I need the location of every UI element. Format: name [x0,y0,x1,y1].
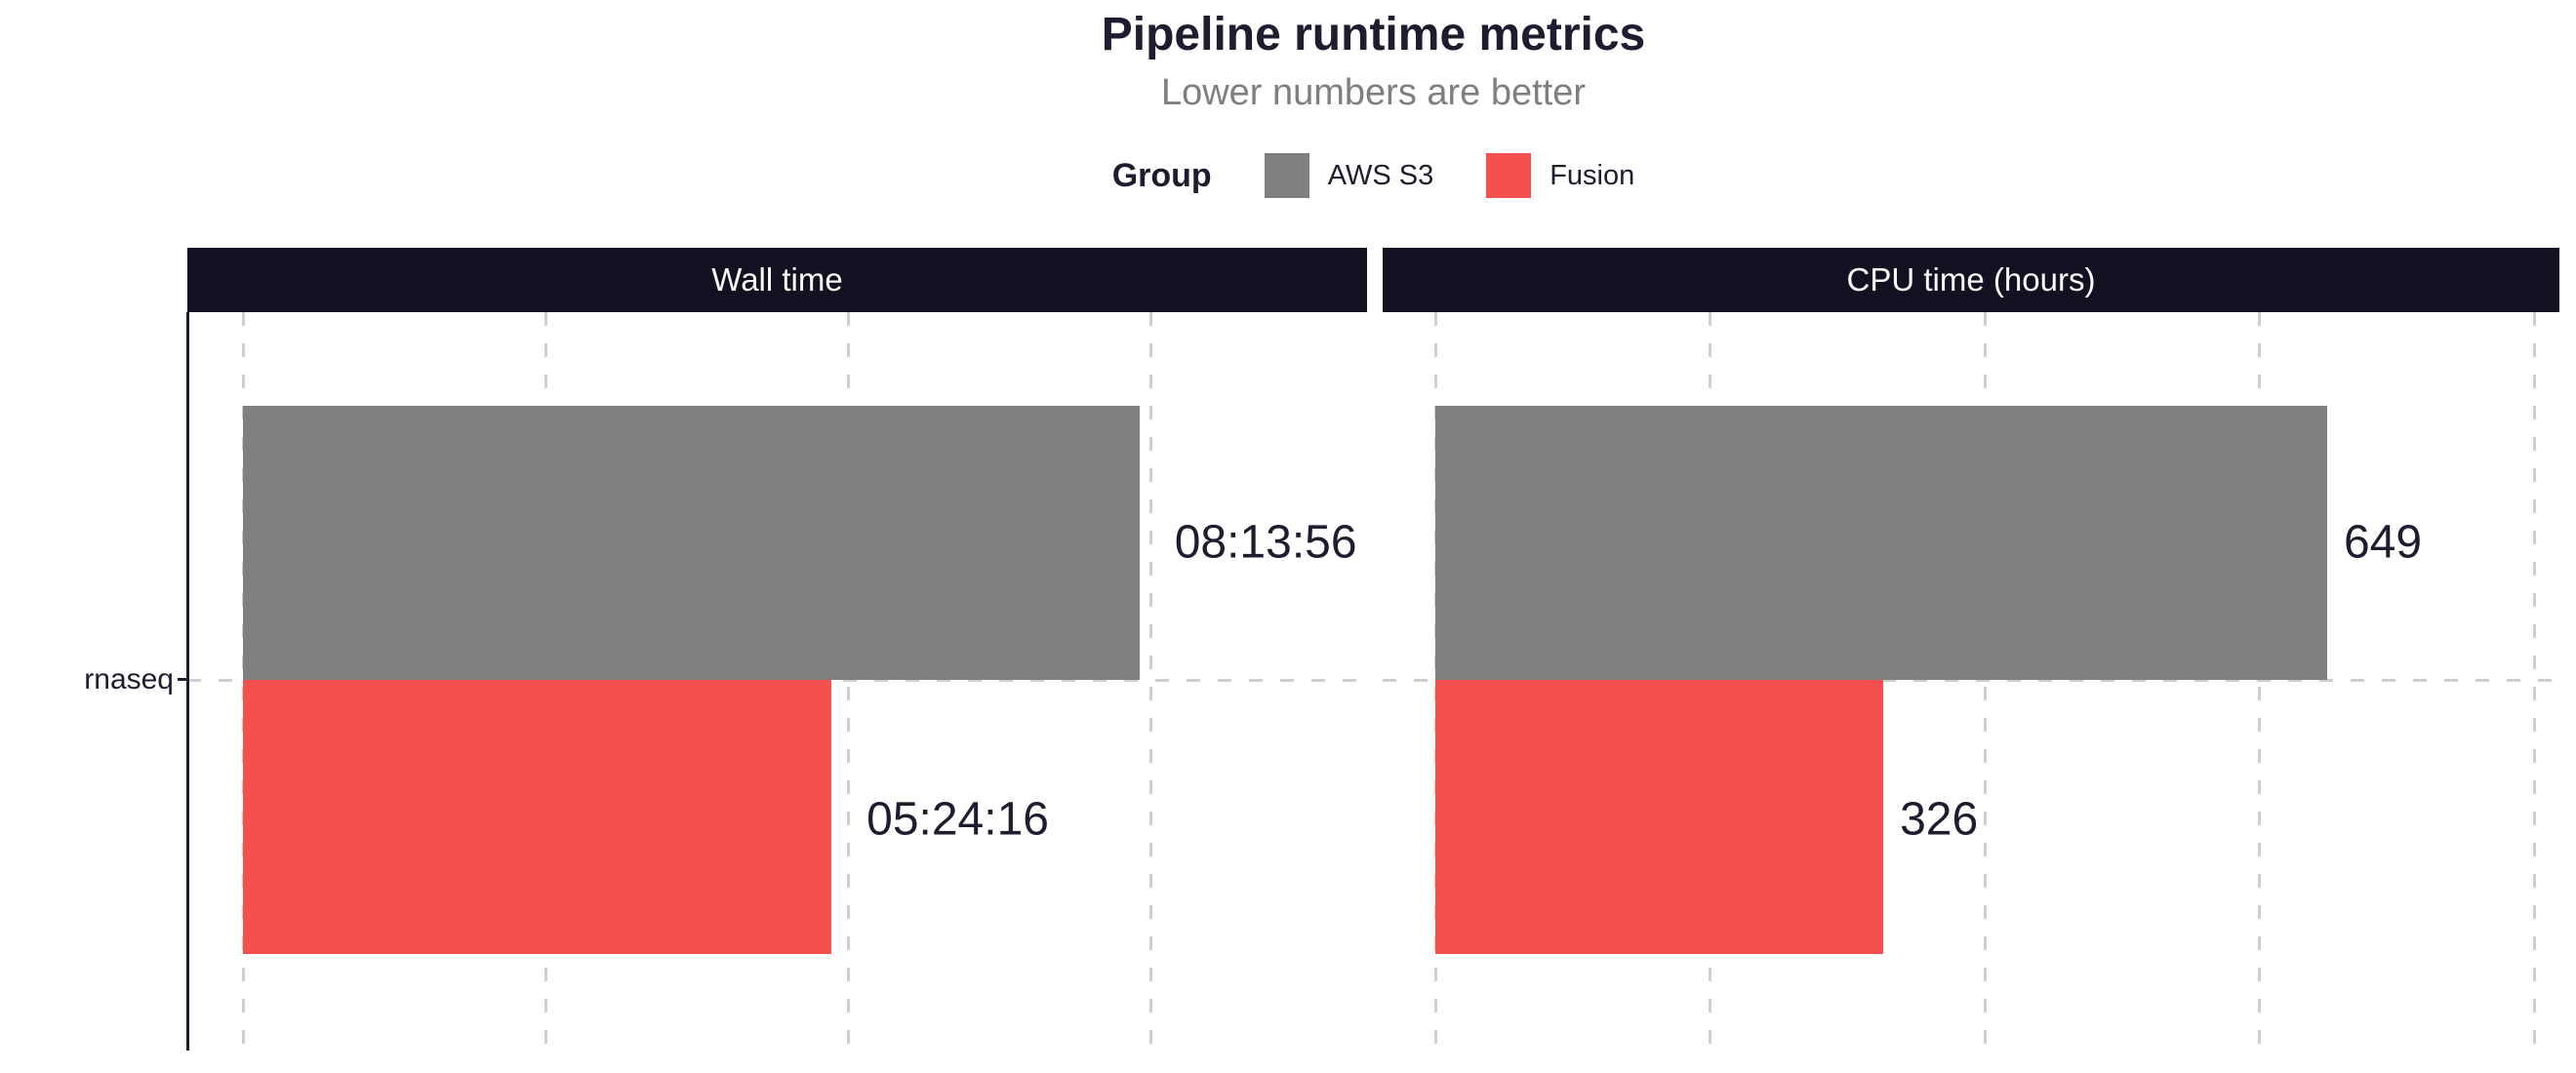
y-axis-tick [178,678,186,681]
chart-subtitle: Lower numbers are better [1160,72,1587,113]
legend-item-fusion: Fusion [1486,153,1634,198]
bar-wall-time-fusion [243,680,832,954]
bar-cpu-time-aws-s3 [1435,406,2327,680]
gridline-horizontal [1383,679,2559,682]
bar-value-label-wall-time-fusion: 05:24:16 [866,793,1049,846]
bar-value-label-wall-time-aws-s3: 08:13:56 [1174,516,1357,569]
legend-swatch-aws-s3 [1264,153,1309,198]
bar-cpu-time-fusion [1435,680,1884,954]
bar-value-label-cpu-time-aws-s3: 649 [2343,516,2423,569]
y-axis-line [186,312,189,1051]
legend-title: Group [1111,156,1212,194]
y-axis-tick-label: rnaseq [84,663,174,695]
legend: Group AWS S3 Fusion [187,148,2559,203]
bar-wall-time-aws-s3 [243,406,1140,680]
legend-swatch-fusion [1486,153,1532,198]
legend-label-fusion: Fusion [1550,159,1635,191]
bar-value-label-cpu-time-fusion: 326 [1900,793,1979,846]
facet-header-cpu-time: CPU time (hours) [1383,248,2559,312]
chart-title: Pipeline runtime metrics [1101,9,1646,60]
plot-area-wall-time: 08:13:56 05:24:16 [187,312,1367,1051]
legend-item-aws-s3: AWS S3 [1264,153,1434,198]
plot-area-cpu-time: 649 326 [1383,312,2559,1051]
legend-label-aws-s3: AWS S3 [1327,159,1434,191]
facet-header-wall-time: Wall time [187,248,1367,312]
